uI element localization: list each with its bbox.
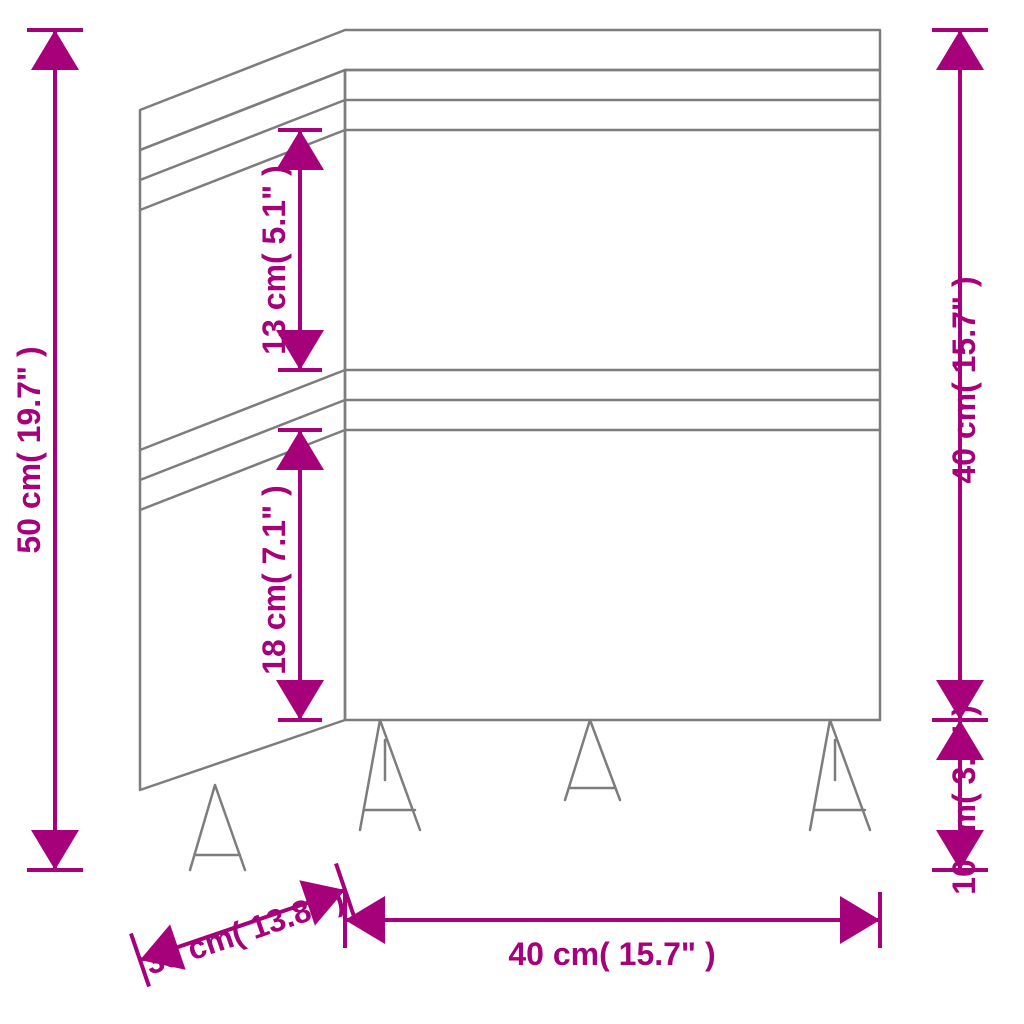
dim-bottom-drawer-label: 18 cm( 7.1" ) bbox=[256, 485, 292, 674]
dim-width-label: 40 cm( 15.7" ) bbox=[508, 936, 715, 972]
dim-body-height-label: 40 cm( 15.7" ) bbox=[946, 276, 982, 483]
dim-width: 40 cm( 15.7" ) bbox=[345, 892, 880, 972]
dim-bottom-drawer: 18 cm( 7.1" ) bbox=[256, 430, 322, 720]
dim-depth-label: 35 cm( 13.8" ) bbox=[141, 881, 349, 982]
dim-top-drawer-label: 13 cm( 5.1" ) bbox=[256, 165, 292, 354]
dim-depth: 35 cm( 13.8" ) bbox=[131, 864, 354, 987]
dim-body-height: 40 cm( 15.7" ) bbox=[932, 30, 988, 720]
dim-total-height-label: 50 cm( 19.7" ) bbox=[11, 346, 47, 553]
cabinet-lineart bbox=[140, 30, 880, 870]
dim-top-drawer: 13 cm( 5.1" ) bbox=[256, 130, 322, 370]
dim-total-height: 50 cm( 19.7" ) bbox=[11, 30, 83, 870]
dim-leg-height: 10 cm( 3.9" ) bbox=[932, 705, 988, 894]
dimension-diagram: 50 cm( 19.7" ) 40 cm( 15.7" ) 10 cm( 3.9" … bbox=[0, 0, 1024, 1024]
dim-leg-height-label: 10 cm( 3.9" ) bbox=[946, 705, 982, 894]
